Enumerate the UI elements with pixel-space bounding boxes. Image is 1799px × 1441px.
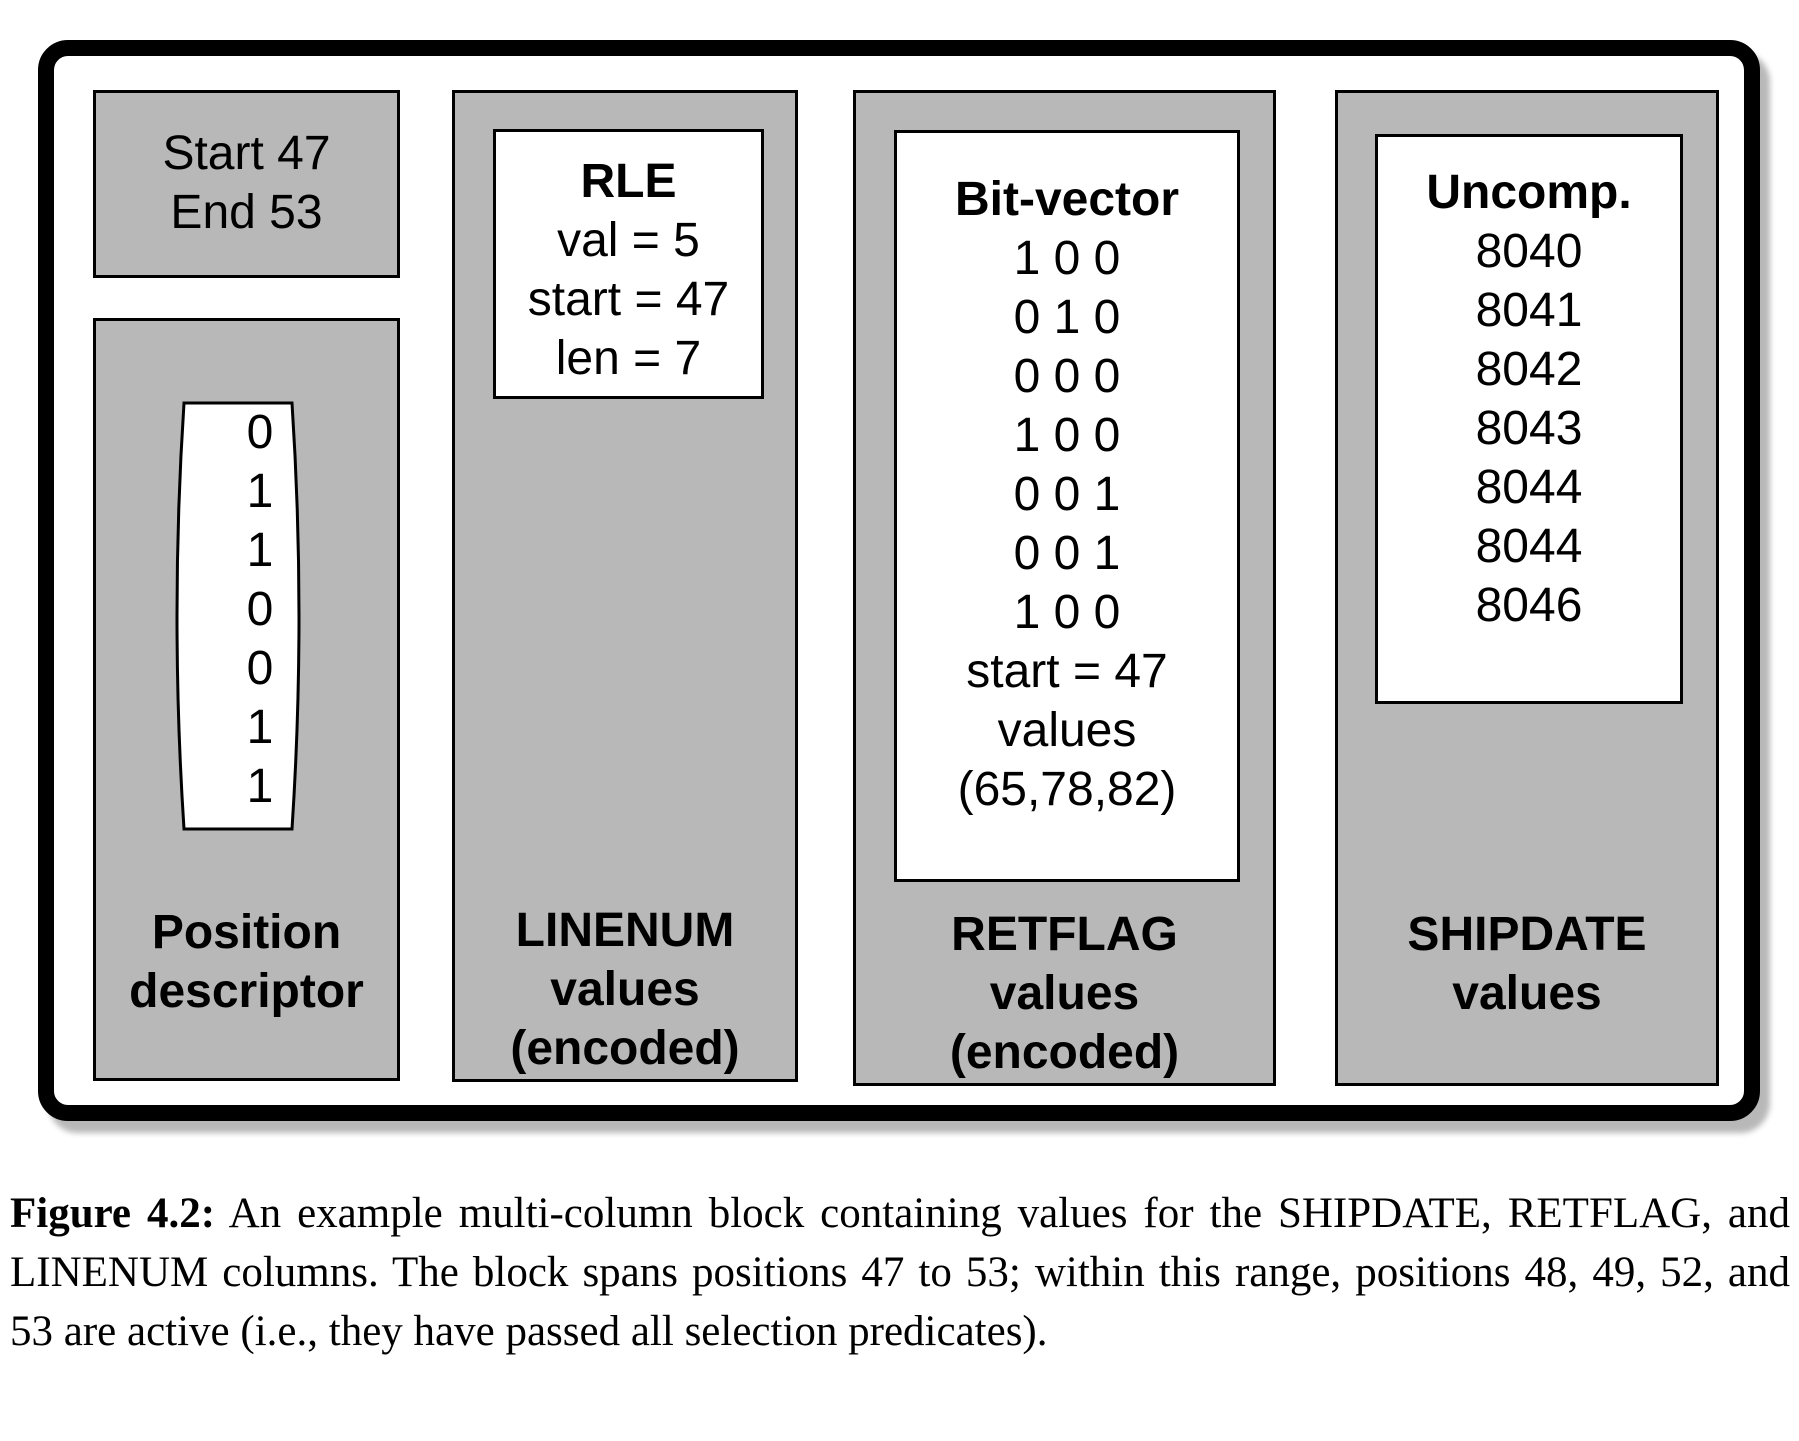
figure-caption-label: Figure 4.2: [10,1190,216,1237]
shipdate-value: 8042 [1475,343,1583,396]
linenum-rle-line: len = 7 [555,332,702,385]
shipdate-value: 8043 [1475,402,1583,455]
retflag-bit-row: 1 0 0 [1013,586,1121,639]
retflag-encoding-title: Bit-vector [954,173,1180,226]
shipdate-uncompressed-box: Uncomp. 8040 8041 8042 8043 8044 8044 80… [1375,134,1683,704]
figure-caption: Figure 4.2: An example multi-column bloc… [10,1184,1790,1361]
retflag-bit-row: 1 0 0 [1013,232,1121,285]
range-end: End 53 [170,186,323,239]
linenum-rle-line: val = 5 [557,214,700,267]
linenum-rle-box: RLE val = 5 start = 47 len = 7 [493,129,764,399]
linenum-encoding-title: RLE [580,155,677,208]
position-bit: 1 [246,760,274,813]
position-bit: 1 [246,465,274,518]
position-bitmap: 0 1 1 0 0 1 1 [180,403,340,816]
retflag-column-panel: Bit-vector 1 0 0 0 1 0 0 0 0 1 0 0 0 0 1… [853,90,1276,1086]
retflag-bit-row: 0 1 0 [1013,291,1121,344]
shipdate-value: 8044 [1475,520,1583,573]
retflag-bitvector-box: Bit-vector 1 0 0 0 1 0 0 0 0 1 0 0 0 0 1… [894,130,1240,882]
shipdate-label: SHIPDATE values [1407,908,1647,1020]
linenum-rle-line: start = 47 [527,273,730,326]
position-bit: 0 [246,406,274,459]
position-bit: 1 [246,701,274,754]
linenum-label: LINENUM values (encoded) [510,904,740,1075]
shipdate-value: 8046 [1475,579,1583,632]
shipdate-encoding-title: Uncomp. [1426,166,1632,219]
retflag-values-list: (65,78,82) [957,763,1177,816]
shipdate-value: 8040 [1475,225,1583,278]
figure-caption-text: An example multi-column block containing… [10,1190,1790,1355]
linenum-column-panel: RLE val = 5 start = 47 len = 7 LINENUM v… [452,90,798,1082]
position-bit: 0 [246,583,274,636]
position-bit: 1 [246,524,274,577]
shipdate-value: 8044 [1475,461,1583,514]
shipdate-value: 8041 [1475,284,1583,337]
range-start: Start 47 [162,127,331,180]
retflag-label: RETFLAG values (encoded) [949,908,1180,1079]
retflag-bit-row: 1 0 0 [1013,409,1121,462]
position-descriptor-panel: 0 1 1 0 0 1 1 Position descriptor [93,318,400,1081]
shipdate-column-panel: Uncomp. 8040 8041 8042 8043 8044 8044 80… [1335,90,1719,1086]
retflag-bit-row: 0 0 1 [1013,468,1121,521]
retflag-start: start = 47 [966,645,1168,698]
position-bit: 0 [246,642,274,695]
retflag-values-heading: values [997,704,1137,757]
position-descriptor-label: Position descriptor [129,906,364,1018]
block-range-panel: Start 47 End 53 [93,90,400,278]
retflag-bit-row: 0 0 1 [1013,527,1121,580]
position-bitmap-shape [175,401,301,831]
retflag-bit-row: 0 0 0 [1013,350,1121,403]
